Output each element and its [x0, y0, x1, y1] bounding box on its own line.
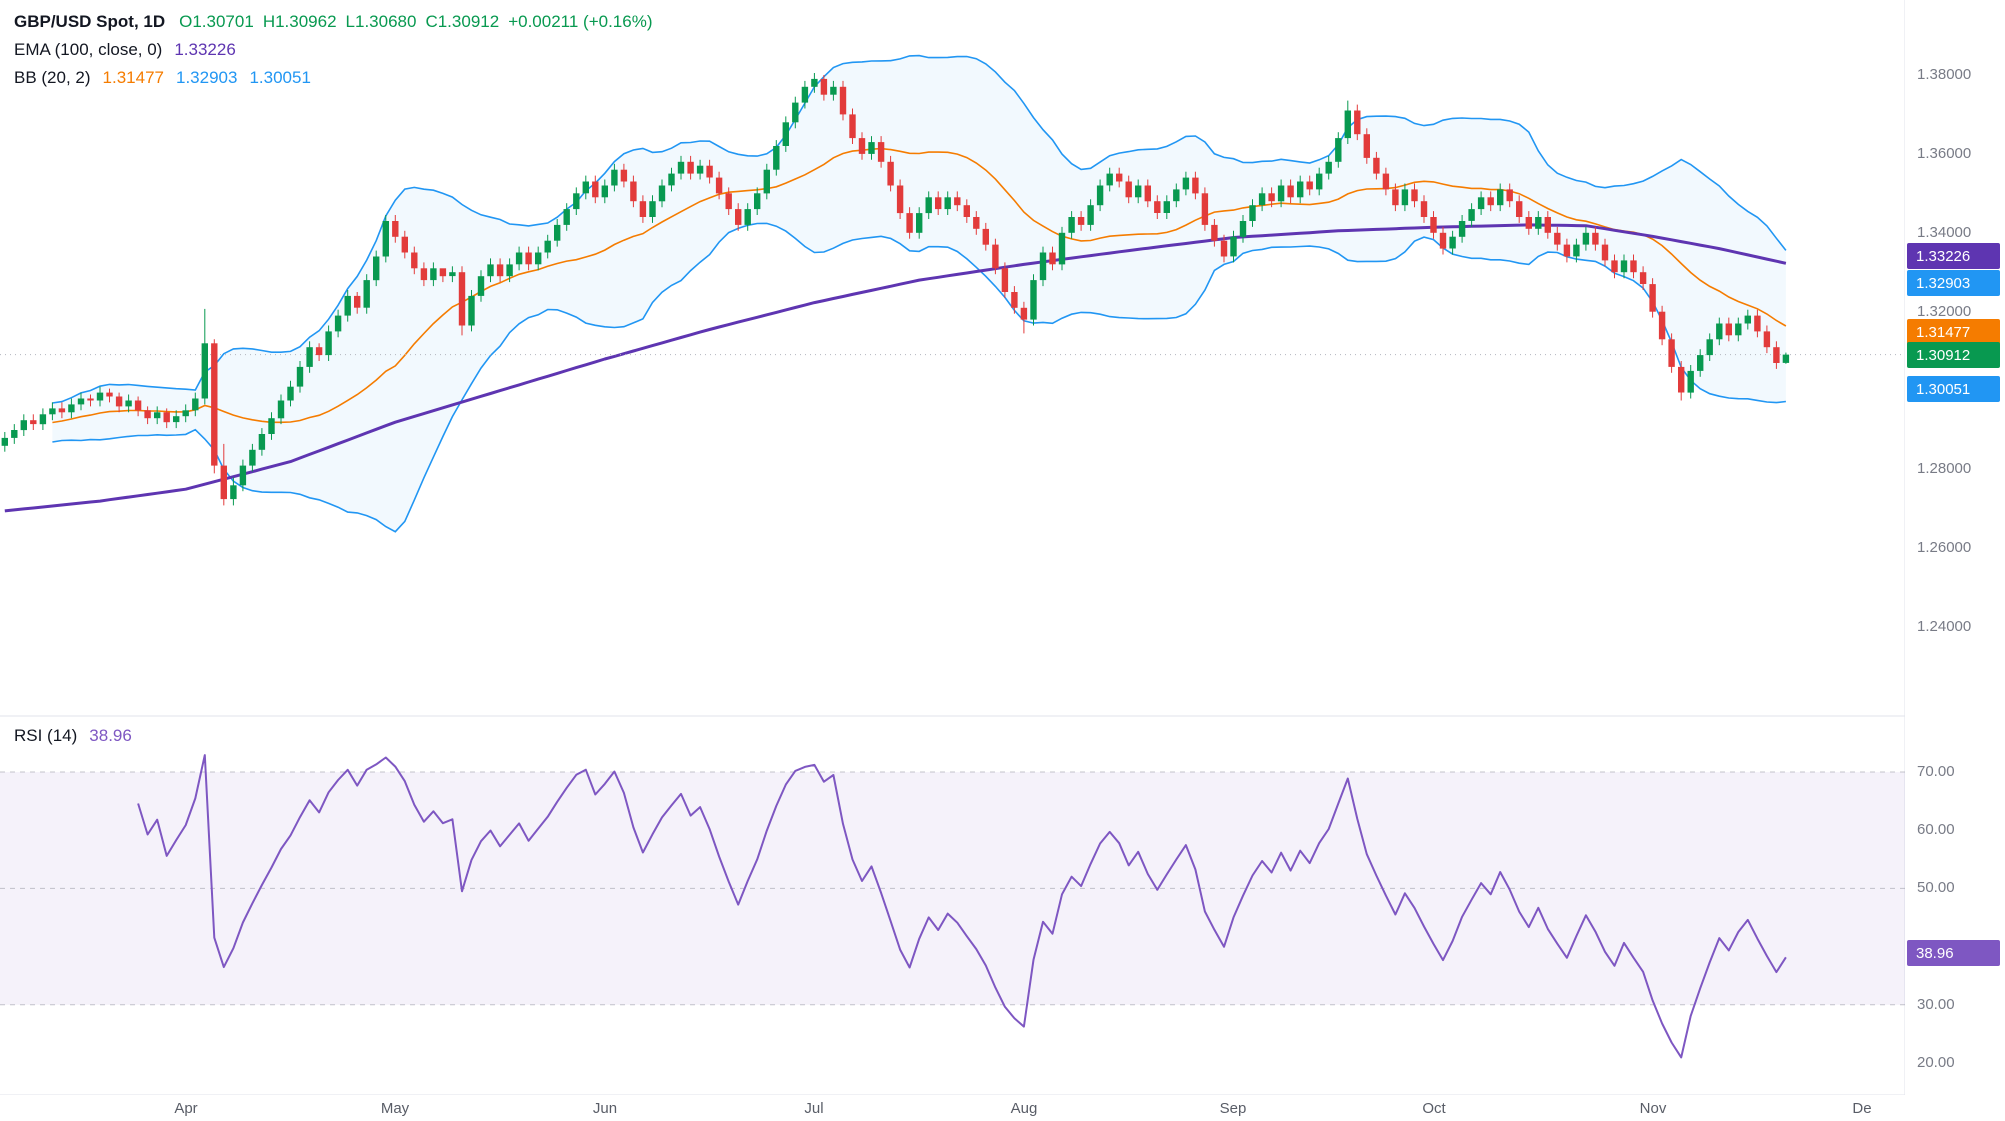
- time-axis-label: Nov: [1639, 1100, 1667, 1117]
- symbol-title[interactable]: GBP/USD Spot, 1D: [14, 12, 166, 31]
- price-axis[interactable]: [1905, 0, 2005, 1095]
- change-value: +0.00211 (+0.16%): [508, 12, 653, 31]
- time-axis-label: Oct: [1422, 1100, 1446, 1117]
- ema-current-value: 1.33226: [174, 40, 236, 59]
- bb-upper-value: 1.32903: [176, 68, 238, 87]
- rsi-axis-label: 60.00: [1917, 821, 1955, 838]
- low-value: L1.30680: [345, 12, 417, 31]
- ema-price-tag: 1.33226: [1907, 243, 2000, 269]
- rsi-value-tag: 38.96: [1907, 940, 2000, 966]
- symbol-row[interactable]: GBP/USD Spot, 1D O1.30701 H1.30962 L1.30…: [14, 8, 661, 36]
- bb-upper-price-tag: 1.32903: [1907, 270, 2000, 296]
- rsi-current-value: 38.96: [89, 726, 132, 745]
- open-value: O1.30701: [179, 12, 254, 31]
- time-axis-label: Jul: [804, 1100, 824, 1117]
- price-axis-label: 1.32000: [1917, 303, 1972, 320]
- price-axis-label: 1.38000: [1917, 66, 1972, 83]
- price-axis-label: 1.28000: [1917, 460, 1972, 477]
- time-axis-label: May: [380, 1100, 410, 1117]
- time-axis-label: Aug: [1010, 1100, 1038, 1117]
- time-axis-label: Jun: [592, 1100, 618, 1117]
- rsi-axis-label: 50.00: [1917, 879, 1955, 896]
- bb-label: BB (20, 2): [14, 68, 91, 87]
- ema-indicator-row[interactable]: EMA (100, close, 0) 1.33226: [14, 36, 661, 64]
- price-axis-label: 1.36000: [1917, 145, 1972, 162]
- high-value: H1.30962: [262, 12, 337, 31]
- close-value: C1.30912: [425, 12, 500, 31]
- last-price-tag: 1.30912: [1907, 342, 2000, 368]
- rsi-label: RSI (14): [14, 726, 78, 745]
- rsi-legend[interactable]: RSI (14) 38.96: [14, 722, 132, 750]
- time-axis-label: Apr: [174, 1100, 198, 1117]
- time-axis-label: Sep: [1219, 1100, 1247, 1117]
- price-axis-label: 1.26000: [1917, 539, 1972, 556]
- bb-lower-price-tag: 1.30051: [1907, 376, 2000, 402]
- rsi-axis-label: 20.00: [1917, 1054, 1955, 1071]
- time-axis-label: De: [1852, 1100, 1872, 1117]
- bb-basis-price-tag: 1.31477: [1907, 319, 2000, 345]
- bb-indicator-row[interactable]: BB (20, 2) 1.31477 1.32903 1.30051: [14, 64, 661, 92]
- bb-lower-value: 1.30051: [249, 68, 311, 87]
- time-axis[interactable]: [0, 1095, 2005, 1121]
- ema-label: EMA (100, close, 0): [14, 40, 163, 59]
- chart-legend: GBP/USD Spot, 1D O1.30701 H1.30962 L1.30…: [14, 8, 661, 92]
- rsi-axis-label: 30.00: [1917, 996, 1955, 1013]
- price-axis-label: 1.24000: [1917, 618, 1972, 635]
- price-axis-label: 1.34000: [1917, 224, 1972, 241]
- rsi-axis-label: 70.00: [1917, 763, 1955, 780]
- bb-basis-value: 1.31477: [102, 68, 164, 87]
